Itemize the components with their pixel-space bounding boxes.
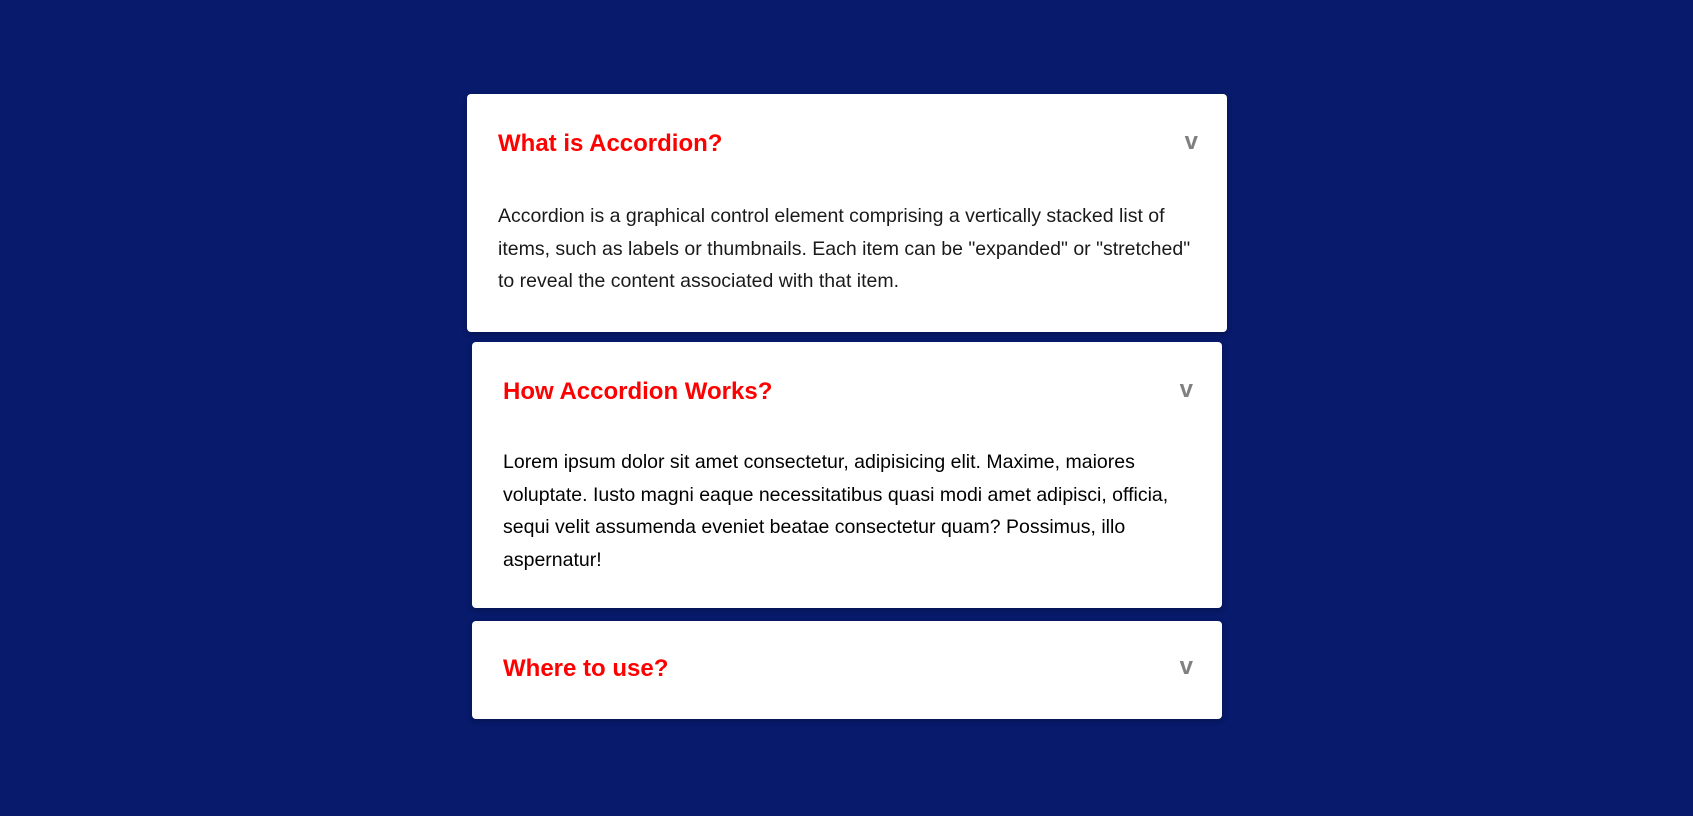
accordion-item-how-accordion-works: How Accordion Works? v Lorem ipsum dolor… <box>472 342 1222 608</box>
accordion-title: What is Accordion? <box>498 130 723 157</box>
accordion-content: Accordion is a graphical control element… <box>498 205 1191 292</box>
accordion-header-where-to-use[interactable]: Where to use? v <box>472 621 1222 721</box>
accordion-header-what-is-accordion[interactable]: What is Accordion? v <box>467 94 1227 194</box>
chevron-down-icon[interactable]: v <box>1184 128 1198 155</box>
accordion-item-what-is-accordion: What is Accordion? v Accordion is a grap… <box>467 94 1227 332</box>
accordion-item-where-to-use: Where to use? v <box>472 621 1222 719</box>
accordion-header-how-accordion-works[interactable]: How Accordion Works? v <box>472 342 1222 442</box>
chevron-down-icon[interactable]: v <box>1179 653 1193 680</box>
accordion-title: Where to use? <box>503 655 669 682</box>
chevron-down-icon[interactable]: v <box>1179 376 1193 403</box>
accordion-title: How Accordion Works? <box>503 378 773 405</box>
accordion-content: Lorem ipsum dolor sit amet consectetur, … <box>503 451 1169 571</box>
